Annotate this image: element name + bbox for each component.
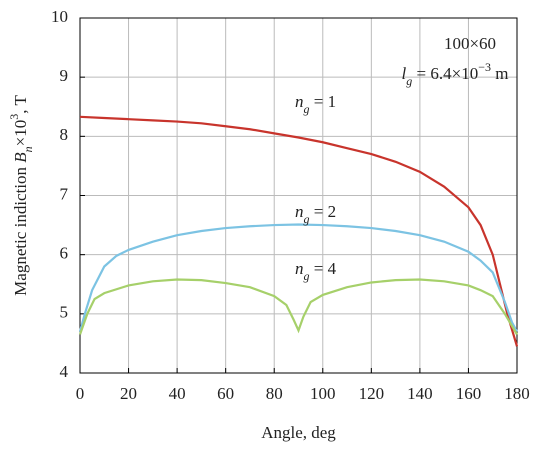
y-tick-label: 6 <box>60 244 69 263</box>
x-tick-label: 0 <box>76 384 85 403</box>
text-part: , T <box>11 95 30 114</box>
text-part: 100×60 <box>444 34 496 53</box>
y-tick-label: 9 <box>60 66 69 85</box>
plot-border <box>79 17 518 374</box>
text-part: l <box>402 64 407 83</box>
series-label: ng = 2 <box>295 202 336 226</box>
y-tick-label: 4 <box>60 362 69 381</box>
x-tick-label: 160 <box>456 384 482 403</box>
text-part: ×10 <box>11 120 30 147</box>
x-axis-label: Angle, deg <box>261 423 336 442</box>
text-part: n <box>21 146 35 152</box>
annotation: 100×60 <box>444 34 496 53</box>
x-tick-label: 80 <box>266 384 283 403</box>
text-part: n <box>295 259 304 278</box>
y-axis-label: Magnetic indiction Bn×103, T <box>7 95 35 296</box>
text-part: Magnetic indiction <box>11 163 30 296</box>
y-tick-label: 8 <box>60 125 69 144</box>
text-part: = 2 <box>310 202 337 221</box>
text-part: g <box>304 102 310 116</box>
annotation: lg = 6.4×10−3 m <box>402 60 509 88</box>
x-tick-label: 40 <box>169 384 186 403</box>
text-part: g <box>304 212 310 226</box>
text-part: = 4 <box>310 259 337 278</box>
text-part: 3 <box>7 114 21 120</box>
text-part: −3 <box>478 60 491 74</box>
text-part: n <box>295 202 304 221</box>
text-part: g <box>304 269 310 283</box>
text-part: = 6.4×10 <box>412 64 478 83</box>
x-tick-label: 120 <box>359 384 385 403</box>
x-tick-label: 180 <box>504 384 530 403</box>
text-part: = 1 <box>310 92 337 111</box>
series-label: ng = 4 <box>295 259 337 283</box>
series-label: ng = 1 <box>295 92 336 116</box>
data-line <box>78 223 518 333</box>
x-tick-label: 140 <box>407 384 433 403</box>
y-tick-label: 5 <box>60 303 69 322</box>
text-part: m <box>491 64 508 83</box>
y-tick-label: 10 <box>51 7 68 26</box>
data-line <box>79 115 519 347</box>
text-part: n <box>295 92 304 111</box>
text-part: B <box>11 152 30 163</box>
data-line <box>78 278 518 336</box>
text-part: g <box>406 74 412 88</box>
x-tick-label: 20 <box>120 384 137 403</box>
y-tick-label: 7 <box>60 184 69 203</box>
x-tick-label: 100 <box>310 384 336 403</box>
x-tick-label: 60 <box>217 384 234 403</box>
